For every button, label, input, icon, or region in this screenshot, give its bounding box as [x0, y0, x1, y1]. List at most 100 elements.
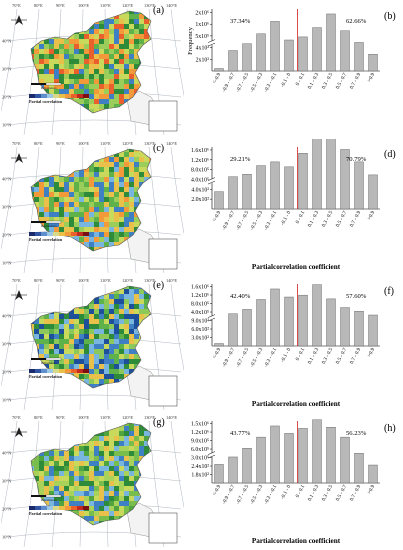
- x-tick-label: <-0.9: [212, 210, 223, 223]
- raster-cell: [59, 319, 65, 325]
- raster-cell: [59, 187, 65, 193]
- raster-cell: [49, 89, 55, 95]
- raster-cell: [94, 384, 100, 388]
- raster-cell: [39, 456, 45, 462]
- raster-cell: [84, 34, 90, 40]
- raster-cell: [34, 197, 40, 203]
- raster-cell: [89, 354, 95, 360]
- panel-label: (f): [384, 286, 394, 297]
- raster-cell: [49, 364, 55, 370]
- raster-cell: [119, 309, 125, 315]
- raster-cell: [79, 192, 85, 198]
- raster-cell: [119, 486, 125, 492]
- raster-cell: [44, 461, 50, 467]
- raster-cell: [124, 94, 130, 100]
- raster-cell: [59, 451, 65, 457]
- x-tick-label: 0 - 0.1: [295, 72, 307, 87]
- raster-cell: [124, 79, 130, 85]
- raster-cell: [44, 466, 50, 472]
- raster-cell: [99, 187, 105, 193]
- raster-cell: [44, 197, 50, 203]
- raster-cell: [114, 79, 120, 85]
- x-tick-label: 0.7 - 0.9: [349, 347, 363, 365]
- raster-cell: [134, 456, 140, 462]
- histogram-panel: 2.0x10²4.0x10²4.0x10⁵8.0x10⁵1.2x10⁶1.6x1…: [191, 139, 396, 271]
- raster-cell: [39, 177, 45, 183]
- raster-cell: [124, 369, 130, 375]
- raster-cell: [119, 227, 125, 233]
- raster-cell: [74, 344, 80, 350]
- raster-cell: [139, 167, 145, 173]
- raster-cell: [104, 197, 110, 203]
- panel-label: (h): [384, 423, 396, 434]
- raster-cell: [129, 369, 135, 375]
- histogram-bar: [340, 30, 350, 72]
- raster-cell: [114, 359, 120, 365]
- raster-cell: [79, 217, 85, 223]
- raster-cell: [114, 501, 120, 507]
- raster-cell: [54, 324, 60, 330]
- x-tick-label: -0.5 - -0.3: [249, 210, 264, 231]
- raster-cell: [119, 177, 125, 183]
- raster-cell: [99, 162, 105, 168]
- raster-cell: [94, 197, 100, 203]
- raster-cell: [99, 451, 105, 457]
- raster-cell: [54, 334, 60, 340]
- legend-swatch: [71, 94, 77, 98]
- raster-cell: [94, 324, 100, 330]
- raster-cell: [64, 491, 70, 497]
- raster-cell: [69, 212, 75, 218]
- histogram-bar: [298, 152, 308, 210]
- raster-cell: [104, 481, 110, 487]
- raster-cell: [129, 481, 135, 487]
- raster-cell: [79, 187, 85, 193]
- raster-cell: [54, 187, 60, 193]
- raster-cell: [94, 44, 100, 50]
- raster-cell: [139, 162, 145, 168]
- raster-cell: [119, 59, 125, 65]
- raster-cell: [79, 476, 85, 482]
- raster-cell: [94, 481, 100, 487]
- raster-cell: [134, 466, 140, 472]
- raster-cell: [99, 309, 105, 315]
- raster-cell: [119, 289, 125, 295]
- raster-cell: [114, 232, 120, 238]
- raster-cell: [119, 24, 125, 30]
- raster-cell: [104, 359, 110, 365]
- x-tick-label: 0.5 - 0.7: [335, 210, 349, 228]
- raster-cell: [99, 466, 105, 472]
- raster-cell: [94, 64, 100, 70]
- y-tick-label: 9.0x10²: [191, 319, 209, 325]
- raster-cell: [99, 84, 105, 90]
- raster-cell: [44, 84, 50, 90]
- raster-cell: [89, 104, 95, 110]
- raster-cell: [99, 227, 105, 233]
- raster-cell: [119, 182, 125, 188]
- raster-cell: [109, 29, 115, 35]
- longitude-tick-label: 80°E: [34, 141, 43, 146]
- raster-cell: [89, 344, 95, 350]
- raster-cell: [114, 289, 120, 295]
- raster-cell: [129, 64, 135, 70]
- raster-cell: [99, 476, 105, 482]
- raster-cell: [49, 471, 55, 477]
- raster-cell: [109, 451, 115, 457]
- histogram-bar: [270, 21, 280, 72]
- raster-cell: [124, 491, 130, 497]
- raster-cell: [134, 14, 140, 20]
- raster-cell: [114, 461, 120, 467]
- raster-cell: [49, 319, 55, 325]
- raster-cell: [114, 339, 120, 345]
- raster-cell: [74, 364, 80, 370]
- raster-cell: [94, 466, 100, 472]
- longitude-tick-label: 140°E: [166, 141, 177, 146]
- legend-swatch: [65, 369, 71, 373]
- raster-cell: [69, 451, 75, 457]
- raster-cell: [44, 89, 50, 95]
- legend-swatch: [35, 232, 41, 236]
- y-tick-label: 2x10⁶: [195, 11, 209, 17]
- raster-cell: [99, 167, 105, 173]
- raster-cell: [109, 39, 115, 45]
- raster-cell: [84, 324, 90, 330]
- raster-cell: [109, 446, 115, 452]
